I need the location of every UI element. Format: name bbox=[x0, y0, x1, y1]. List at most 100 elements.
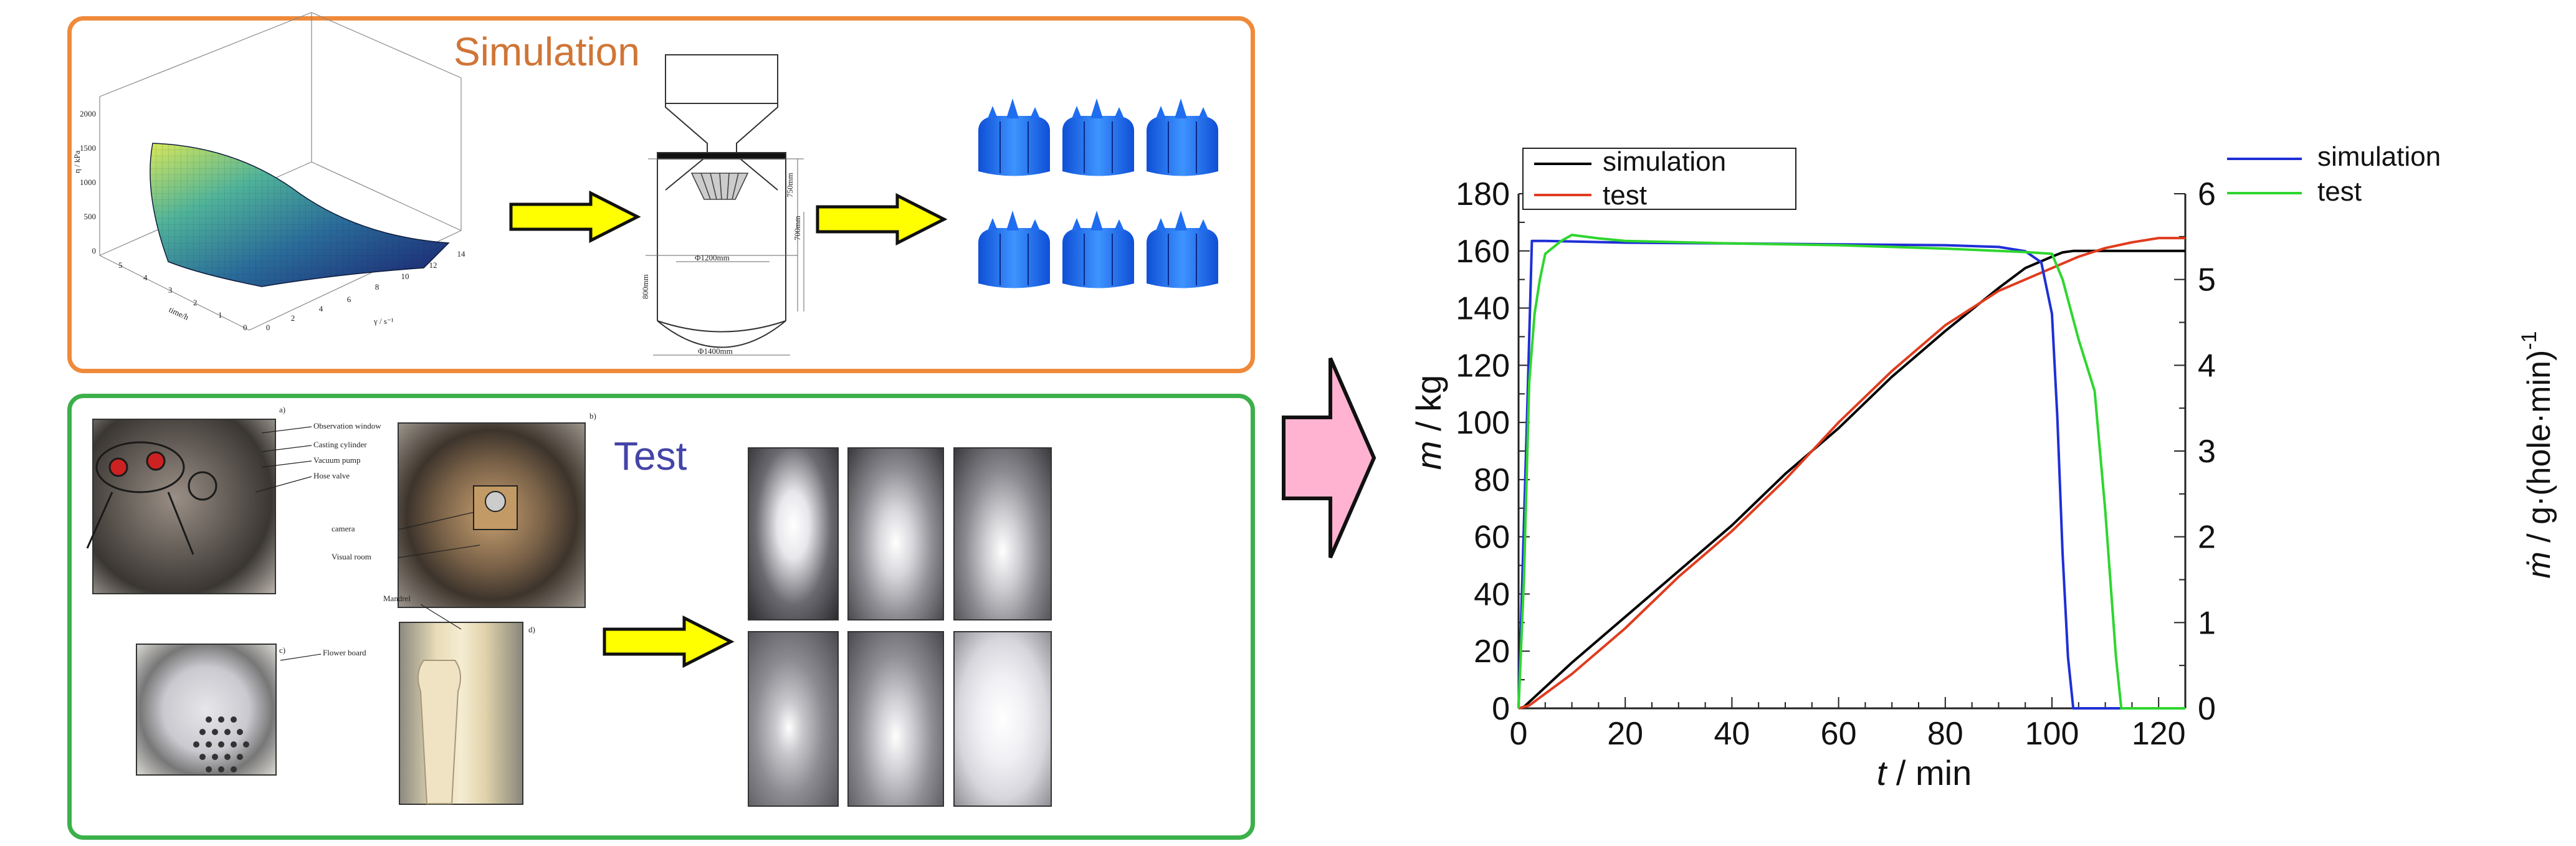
x-tick: 6 bbox=[347, 295, 351, 304]
label-a: a) bbox=[279, 405, 285, 414]
label-hose-valve: Hose valve bbox=[313, 471, 350, 480]
label-casting-cylinder: Casting cylinder bbox=[313, 440, 367, 449]
test-snapshot bbox=[953, 447, 1052, 620]
y-axis-var: m bbox=[1409, 441, 1448, 470]
legend-right-test: test bbox=[2317, 176, 2362, 207]
legend-right-simulation: simulation bbox=[2317, 141, 2441, 172]
x-tick: 14 bbox=[457, 249, 466, 259]
test-title: Test bbox=[614, 434, 687, 478]
x-tick: 4 bbox=[319, 304, 323, 313]
label-b: b) bbox=[589, 411, 596, 421]
y2-tick-label: 1 bbox=[2198, 605, 2216, 641]
mass-flow-chart: 0 20 40 60 80 100 120 0 20 40 60 80 100 120 140 160 180 0… bbox=[1409, 141, 2557, 792]
z-axis-label: η / kPa bbox=[72, 150, 82, 173]
y2-tick-label: 2 bbox=[2198, 520, 2216, 556]
label-flower-board: Flower board bbox=[323, 648, 366, 657]
y-tick-label: 40 bbox=[1474, 576, 1510, 612]
y-tick: 5 bbox=[118, 260, 123, 270]
y-tick: 2 bbox=[193, 298, 198, 307]
y-tick-label: 140 bbox=[1456, 291, 1510, 327]
x-tick-label: 0 bbox=[1510, 716, 1528, 752]
legend-left-test: test bbox=[1603, 180, 1647, 211]
y-tick-label: 80 bbox=[1474, 462, 1510, 498]
simulation-snapshots bbox=[978, 98, 1219, 289]
y2-tick-label: 5 bbox=[2198, 262, 2216, 298]
test-snapshot bbox=[953, 631, 1052, 807]
y-tick: 0 bbox=[243, 323, 247, 332]
legend-left bbox=[1522, 148, 1796, 210]
y-axis-unit: / kg bbox=[1409, 375, 1448, 441]
arrow-right-icon bbox=[509, 190, 641, 244]
y-tick-label: 180 bbox=[1456, 176, 1510, 212]
arrow-right-icon bbox=[816, 192, 948, 246]
label-mandrel: Mandrel bbox=[383, 594, 411, 603]
test-snapshot bbox=[847, 447, 944, 620]
x-tick: 2 bbox=[291, 313, 295, 323]
label-observation-window: Observation window bbox=[313, 421, 381, 430]
y-tick-label: 100 bbox=[1456, 405, 1510, 441]
x-tick-label: 80 bbox=[1927, 716, 1963, 752]
label-visual-room: Visual room bbox=[332, 552, 371, 561]
y2-tick-label: 3 bbox=[2198, 434, 2216, 470]
x-tick-label: 20 bbox=[1607, 716, 1643, 752]
rate-series-simulation-line bbox=[1517, 239, 2185, 710]
x-tick-label: 100 bbox=[2025, 716, 2079, 752]
test-snapshot bbox=[748, 447, 839, 620]
arrow-right-icon bbox=[603, 615, 735, 668]
z-tick: 0 bbox=[92, 246, 97, 255]
dimension-label: Φ1200mm bbox=[695, 253, 730, 262]
x-axis-var: t bbox=[1877, 753, 1888, 792]
label-c: c) bbox=[279, 645, 285, 655]
viscosity-surface-plot: 2000 1500 1000 500 0 η / kPa 0 2 4 6 8 1… bbox=[72, 12, 466, 332]
simulation-snapshot bbox=[978, 98, 1050, 176]
rate-series-test-line bbox=[1517, 234, 2185, 710]
x-axis-title: t / min bbox=[1877, 753, 1972, 792]
y-tick-label: 0 bbox=[1492, 691, 1510, 727]
y-tick-label: 160 bbox=[1456, 234, 1510, 270]
x-tick: 12 bbox=[429, 260, 437, 270]
label-vacuum-pump: Vacuum pump bbox=[313, 455, 360, 465]
x-tick-label: 40 bbox=[1714, 716, 1750, 752]
x-tick: 0 bbox=[266, 323, 270, 332]
y-axis-label: time/h bbox=[168, 305, 191, 322]
label-camera: camera bbox=[332, 524, 355, 533]
z-tick: 1500 bbox=[80, 143, 96, 153]
dimension-label: 700mm bbox=[793, 216, 802, 240]
photo-mandrel bbox=[399, 622, 523, 805]
x-tick-label: 60 bbox=[1821, 716, 1857, 752]
z-tick: 500 bbox=[84, 212, 97, 221]
simulation-panel bbox=[67, 16, 1255, 373]
y-tick: 4 bbox=[143, 273, 148, 282]
arrow-right-icon bbox=[1282, 357, 1376, 559]
y-tick: 1 bbox=[218, 310, 222, 320]
test-snapshot bbox=[748, 631, 839, 807]
y2-tick-label: 0 bbox=[2198, 691, 2216, 727]
rig-annotations: a) b) c) d) Observation window Casting c… bbox=[86, 405, 596, 804]
y2-tick-label: 6 bbox=[2198, 176, 2216, 212]
photo-flower-board bbox=[136, 644, 277, 776]
y-tick-label: 20 bbox=[1474, 634, 1510, 670]
x-tick: 10 bbox=[401, 272, 409, 281]
y-axis-title: m / kg bbox=[1409, 375, 1448, 470]
dimension-label: Φ1400mm bbox=[698, 346, 733, 356]
mass-series-simulation-line bbox=[1518, 249, 2185, 710]
test-panel bbox=[67, 394, 1255, 840]
dimension-label: 800mm bbox=[641, 274, 650, 299]
z-tick: 2000 bbox=[80, 109, 96, 118]
y2-tick-label: 4 bbox=[2198, 348, 2216, 384]
x-tick: 8 bbox=[375, 282, 379, 292]
simulation-title: Simulation bbox=[454, 29, 640, 74]
vessel-drawing: Φ1200mm Φ1400mm 800mm 750mm 700mm bbox=[641, 54, 804, 356]
label-d: d) bbox=[528, 625, 535, 634]
y-tick-label: 120 bbox=[1456, 348, 1510, 384]
mass-series-test-line bbox=[1518, 237, 2185, 710]
x-axis-unit: / min bbox=[1886, 753, 1972, 792]
y2-axis-exp: -1 bbox=[2517, 331, 2541, 349]
y-tick-label: 60 bbox=[1474, 520, 1510, 556]
y2-axis-title: ṁ / g·(hole·min)-1 bbox=[2517, 331, 2557, 578]
x-tick-label: 120 bbox=[2132, 716, 2186, 752]
z-tick: 1000 bbox=[80, 178, 96, 187]
legend-left-simulation: simulation bbox=[1603, 146, 1726, 177]
x-axis-label: γ / s⁻¹ bbox=[373, 316, 394, 326]
photo-rig-overview bbox=[92, 419, 276, 594]
